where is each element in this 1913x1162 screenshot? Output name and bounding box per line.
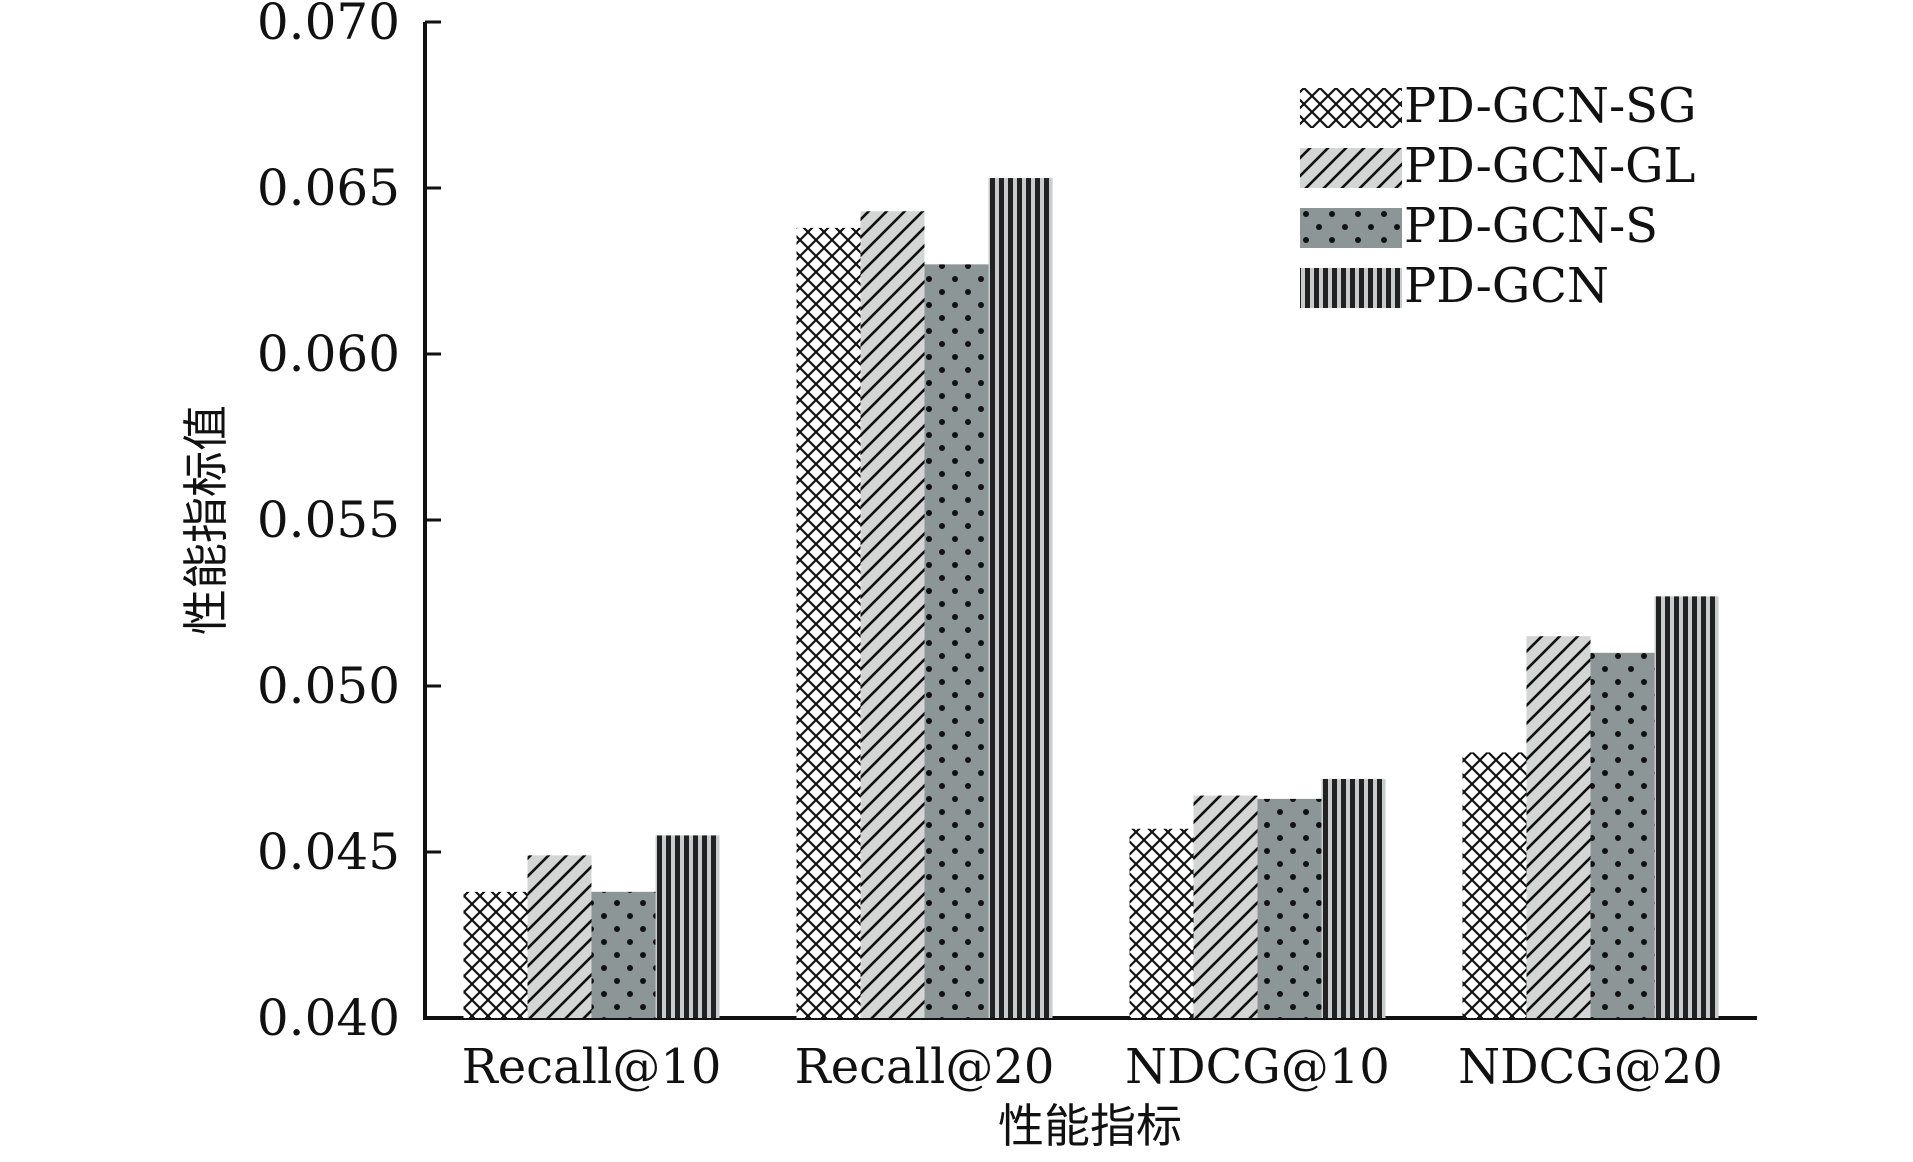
bar-pd-gcn-recall-at-20	[988, 178, 1053, 1019]
y-tick-label: 0.060	[257, 325, 400, 383]
legend-label: PD-GCN-S	[1404, 198, 1658, 254]
x-tick-label: NDCG@10	[1125, 1039, 1390, 1095]
legend-label: PD-GCN-SG	[1404, 78, 1696, 134]
bar-pd-gcn-ndcg-at-20	[1654, 596, 1719, 1018]
bar-pd-gcn-sg-recall-at-10	[463, 891, 528, 1018]
bar-pd-gcn-sg-ndcg-at-10	[1129, 828, 1194, 1018]
x-axis-title: 性能指标	[998, 1099, 1182, 1153]
y-tick-label: 0.050	[257, 657, 400, 715]
bar-pd-gcn-sg-ndcg-at-20	[1462, 752, 1527, 1018]
legend-swatch	[1300, 268, 1402, 308]
y-ticks: 0.040 0.045 0.050 0.055 0.060 0.065 0.070	[257, 0, 441, 1047]
y-tick-label: 0.065	[257, 159, 400, 217]
y-tick-label: 0.070	[257, 0, 400, 51]
bar-pd-gcn-gl-recall-at-10	[527, 855, 592, 1018]
bar-pd-gcn-gl-recall-at-20	[860, 211, 925, 1019]
bar-pd-gcn-gl-ndcg-at-10	[1193, 795, 1258, 1018]
bars	[463, 178, 1719, 1019]
bar-pd-gcn-ndcg-at-10	[1321, 778, 1386, 1018]
bar-pd-gcn-sg-recall-at-20	[796, 227, 861, 1019]
y-tick-label: 0.040	[257, 989, 400, 1047]
bar-pd-gcn-s-ndcg-at-20	[1590, 652, 1655, 1018]
y-tick-label: 0.045	[257, 823, 400, 881]
bar-pd-gcn-s-recall-at-10	[591, 891, 656, 1018]
y-axis-title: 性能指标值	[179, 405, 233, 635]
bar-pd-gcn-s-ndcg-at-10	[1257, 798, 1322, 1018]
bar-pd-gcn-gl-ndcg-at-20	[1526, 636, 1591, 1018]
x-tick-label: Recall@20	[795, 1039, 1055, 1095]
x-ticks: Recall@10 Recall@20 NDCG@10 NDCG@20	[462, 1039, 1723, 1095]
legend-swatch	[1300, 148, 1402, 188]
x-tick-label: Recall@10	[462, 1039, 722, 1095]
legend-label: PD-GCN-GL	[1404, 138, 1695, 194]
x-tick-label: NDCG@20	[1458, 1039, 1723, 1095]
legend-swatch	[1300, 88, 1402, 128]
bar-pd-gcn-recall-at-10	[655, 835, 720, 1018]
legend-label: PD-GCN	[1404, 258, 1609, 314]
bar-pd-gcn-s-recall-at-20	[924, 264, 989, 1018]
y-tick-label: 0.055	[257, 491, 400, 549]
legend-swatch	[1300, 208, 1402, 248]
